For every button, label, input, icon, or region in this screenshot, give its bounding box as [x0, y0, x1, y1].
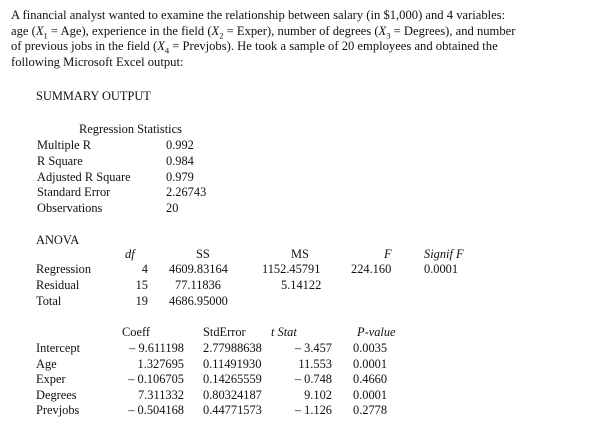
coef-header-coeff: Coeff	[122, 325, 150, 339]
coef-row-label: Exper	[36, 372, 66, 386]
coef-cell-coeff: – 0.504168	[128, 403, 184, 417]
intro-line-4: following Microsoft Excel output:	[11, 54, 184, 69]
stat-value: 0.979	[166, 170, 194, 184]
intro-line-2: age (X1 = Age), experience in the field …	[11, 23, 516, 41]
coef-row-label: Degrees	[36, 388, 77, 402]
stat-label: Observations	[37, 201, 103, 215]
anova-cell-ss: 4609.83164	[169, 262, 228, 276]
coef-cell-coeff: 7.311332	[137, 388, 184, 402]
coef-header-stderror: StdError	[203, 325, 246, 339]
coef-cell-coeff: – 9.611198	[129, 341, 184, 355]
anova-cell-ss: 4686.95000	[169, 294, 228, 308]
stat-label: Multiple R	[37, 138, 92, 152]
coef-cell-stderror: 2.77988638	[203, 341, 262, 355]
coef-cell-stderror: 0.80324187	[203, 388, 262, 402]
intro-line-1: A financial analyst wanted to examine th…	[11, 8, 506, 22]
anova-cell-f: 224.160	[351, 262, 392, 276]
coef-row-label: Intercept	[36, 341, 81, 355]
coef-cell-t-stat: – 1.126	[294, 403, 332, 417]
stat-value: 2.26743	[166, 185, 207, 199]
problem-statement: A financial analyst wanted to examine th…	[11, 8, 593, 70]
coef-cell-stderror: 0.14265559	[203, 372, 262, 386]
anova-header-df: df	[125, 247, 135, 261]
coef-row-label: Prevjobs	[36, 403, 80, 417]
anova-cell-df: 4	[141, 262, 148, 276]
coef-cell-coeff: – 0.106705	[128, 372, 184, 386]
stat-value: 0.984	[166, 154, 194, 168]
coef-row-label: Age	[36, 357, 57, 371]
coef-cell-t-stat: 9.102	[304, 388, 332, 402]
anova-header-ms: MS	[291, 247, 309, 261]
anova-row-label: Regression	[36, 262, 92, 276]
stat-value: 20	[166, 201, 179, 215]
anova-row-label: Residual	[36, 278, 80, 292]
coef-cell-coeff: 1.327695	[137, 357, 184, 371]
coef-cell-t-stat: – 0.748	[294, 372, 332, 386]
coef-cell-p-value: 0.0035	[353, 341, 388, 355]
coef-cell-t-stat: 11.553	[298, 357, 332, 371]
regression-statistics-title: Regression Statistics	[79, 122, 182, 136]
anova-title: ANOVA	[36, 233, 80, 247]
anova-cell-df: 15	[135, 278, 148, 292]
coef-cell-t-stat: – 3.457	[294, 341, 332, 355]
stat-value: 0.992	[166, 138, 194, 152]
anova-header-f: F	[384, 247, 392, 261]
coef-cell-p-value: 0.4660	[353, 372, 388, 386]
stat-label: Adjusted R Square	[37, 170, 131, 184]
coef-cell-stderror: 0.44771573	[203, 403, 262, 417]
intro-line-3: of previous jobs in the field (X4 = Prev…	[11, 39, 498, 56]
summary-output-title: SUMMARY OUTPUT	[36, 89, 151, 103]
coef-header-p-value: P-value	[357, 325, 396, 339]
anova-header-signif-f: Signif F	[424, 247, 464, 261]
anova-row-label: Total	[36, 294, 62, 308]
anova-header-ss: SS	[196, 247, 210, 261]
anova-cell-df: 19	[135, 294, 148, 308]
anova-cell-signif-f: 0.0001	[424, 262, 459, 276]
coef-cell-p-value: 0.2778	[353, 403, 388, 417]
anova-cell-ms: 5.14122	[281, 278, 322, 292]
coef-cell-stderror: 0.11491930	[203, 357, 262, 371]
anova-cell-ms: 1152.45791	[262, 262, 321, 276]
anova-cell-ss: 77.11836	[175, 278, 222, 292]
coef-cell-p-value: 0.0001	[353, 357, 388, 371]
stat-label: R Square	[37, 154, 83, 168]
stat-label: Standard Error	[37, 185, 111, 199]
coef-header-t-stat: t Stat	[271, 325, 297, 339]
coef-cell-p-value: 0.0001	[353, 388, 388, 402]
